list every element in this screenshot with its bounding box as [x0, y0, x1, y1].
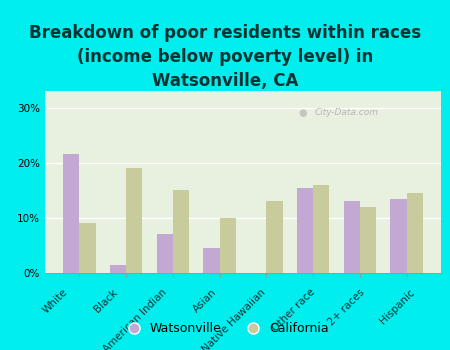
- Bar: [126, 168, 143, 273]
- Text: American Indian: American Indian: [101, 287, 169, 350]
- Bar: [407, 193, 423, 273]
- Bar: [390, 198, 407, 273]
- Text: Native Hawaiian: Native Hawaiian: [201, 287, 268, 350]
- Bar: [297, 188, 313, 273]
- Bar: [313, 185, 329, 273]
- Text: Hispanic: Hispanic: [378, 287, 416, 326]
- Bar: [173, 190, 189, 273]
- Text: 2+ races: 2+ races: [327, 287, 367, 327]
- Bar: [110, 265, 126, 273]
- Bar: [220, 218, 236, 273]
- Text: Black: Black: [92, 287, 119, 314]
- Bar: [266, 201, 283, 273]
- Text: City-Data.com: City-Data.com: [314, 108, 378, 117]
- Bar: [79, 223, 96, 273]
- Legend: Watsonville, California: Watsonville, California: [116, 317, 334, 340]
- Bar: [343, 201, 360, 273]
- Text: Asian: Asian: [191, 287, 218, 314]
- Text: ●: ●: [298, 108, 307, 118]
- Bar: [360, 207, 376, 273]
- Bar: [157, 234, 173, 273]
- Text: White: White: [41, 287, 70, 316]
- Bar: [63, 154, 79, 273]
- Bar: [203, 248, 220, 273]
- Text: Breakdown of poor residents within races
(income below poverty level) in
Watsonv: Breakdown of poor residents within races…: [29, 25, 421, 90]
- Text: Other race: Other race: [270, 287, 317, 334]
